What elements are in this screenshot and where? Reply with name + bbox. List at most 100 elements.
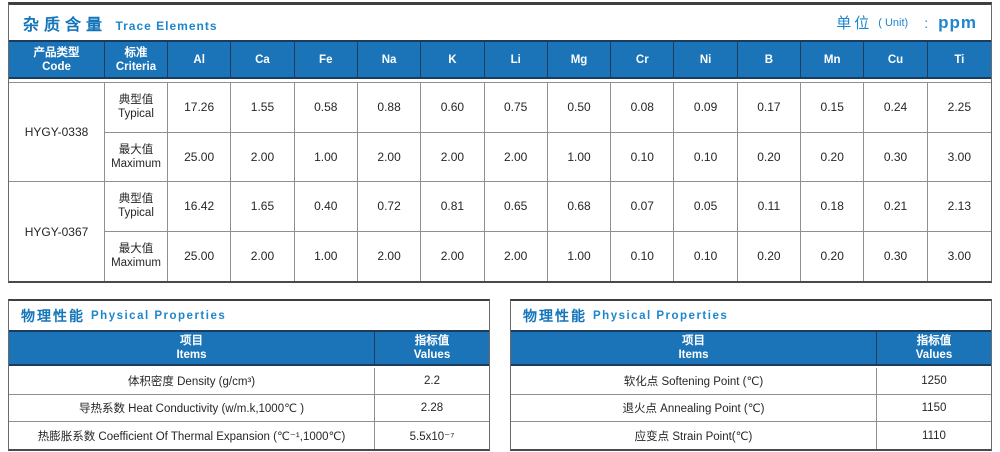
value-cell: 0.08 [611,83,675,133]
value-cell: 0.11 [737,182,802,232]
value-cell: 0.10 [674,231,738,281]
criteria-en: Typical [118,108,154,121]
column-header-values: 指标值 Values [375,332,489,364]
column-header-items: 项目 Items [9,332,375,364]
property-value-cell: 1150 [877,395,991,422]
value-cell: 0.20 [801,231,865,281]
physical-left-title-bar: 物理性能 Physical Properties [9,301,489,330]
value-cell: 0.40 [294,182,358,232]
value-cell: 0.18 [801,182,865,232]
property-value-cell: 1110 [922,429,946,442]
value-cell: 0.30 [864,132,928,182]
criteria-en: Typical [118,207,154,220]
trace-title-bar: 杂质含量 Trace Elements 单位 ( Unit) : ppm [9,5,991,40]
column-header-values-zh: 指标值 [414,335,450,347]
column-header-code-zh: 产品类型 [33,46,80,59]
column-header-element: Fe [295,42,358,77]
value-cell: 0.72 [357,182,422,232]
criteria-cell: 最大值 Maximum [105,132,168,182]
physical-left-title-en: Physical Properties [91,309,227,322]
value-cell: 0.50 [547,83,612,133]
value-cell: 0.09 [674,83,738,133]
criteria-zh: 最大值 [118,243,154,256]
criteria-en: Maximum [111,257,161,270]
property-value-cell: 1250 [877,368,991,395]
value-cell: 0.30 [864,231,928,281]
column-header-items-zh: 项目 [682,335,705,347]
value-cell: 2.00 [485,231,548,281]
physical-properties-table-left: 物理性能 Physical Properties 项目 Items 指标值 Va… [8,299,490,451]
unit-colon: : [924,14,929,31]
column-header-values: 指标值 Values [877,332,991,364]
unit-value: ppm [938,12,977,32]
value-cell: 1.65 [231,182,295,232]
property-item-cell: 应变点 Strain Point(℃) [511,422,877,449]
unit-label: 单位 ( Unit) : ppm [836,12,977,33]
physical-properties-table-right: 物理性能 Physical Properties 项目 Items 指标值 Va… [510,299,992,451]
value-cell: 2.00 [484,132,548,182]
column-header-element: Mg [548,42,612,77]
value-cell: 0.65 [484,182,548,232]
value-cell: 16.42 [168,182,232,232]
trace-header-row: 产品类型 Code 标准 Criteria Al Ca Fe Na K Li M… [9,40,991,79]
column-header-values-en: Values [413,349,451,361]
value-cell: 0.07 [611,182,675,232]
column-header-values-en: Values [915,349,953,361]
column-header-criteria: 标准 Criteria [105,42,168,77]
criteria-cell: 最大值 Maximum [105,231,168,281]
property-item-cell: 导热系数 Heat Conductivity (w/m.k,1000℃ ) [9,395,375,422]
physical-right-title-zh: 物理性能 [523,307,587,324]
value-cell: 25.00 [168,132,232,182]
value-cell: 2.25 [927,83,991,133]
criteria-zh: 最大值 [118,143,154,156]
property-item-cell: 体积密度 Density (g/cm³) [9,368,375,395]
value-cell: 0.75 [484,83,548,133]
product-code-cell: HYGY-0338 [9,83,105,182]
unit-label-en: ( Unit) [878,16,909,29]
column-header-element: K [421,42,485,77]
value-cell: 0.58 [294,83,358,133]
value-cell: 0.05 [674,182,738,232]
column-header-element: Ti [954,53,965,66]
value-cell: 3.00 [927,133,991,182]
value-cell: 25.00 [168,231,232,281]
value-cell: 2.00 [421,132,485,182]
physical-right-title-en: Physical Properties [593,309,729,322]
value-cell: 0.10 [611,231,675,281]
unit-label-zh: 单位 [836,15,873,32]
property-item-cell: 软化点 Softening Point (℃) [511,368,877,395]
column-header-items: 项目 Items [511,332,877,364]
column-header-code: 产品类型 Code [9,42,105,77]
physical-right-body: 软化点 Softening Point (℃) 1250 退火点 Anneali… [511,368,991,449]
physical-left-header-row: 项目 Items 指标值 Values [9,330,489,366]
physical-right-title-bar: 物理性能 Physical Properties [511,301,991,330]
trace-title-en: Trace Elements [115,18,218,33]
criteria-zh: 典型值 [118,94,154,107]
column-header-element: Al [168,42,232,77]
value-cell: 2.00 [358,231,422,281]
value-cell: 0.17 [737,83,802,133]
value-cell: 2.13 [927,182,991,232]
physical-left-title-zh: 物理性能 [21,307,85,324]
column-header-element: Na [358,42,422,77]
column-header-values-zh: 指标值 [916,335,952,347]
value-cell: 2.00 [421,231,485,281]
value-cell: 0.15 [801,83,865,133]
column-header-items-en: Items [176,349,207,361]
value-cell: 1.00 [548,231,612,281]
property-item-cell: 退火点 Annealing Point (℃) [511,395,877,422]
column-header-code-en: Code [42,60,71,73]
column-header-items-zh: 项目 [180,335,203,347]
product-code-cell: HYGY-0367 [9,182,105,281]
value-cell: 0.21 [864,182,928,232]
value-cell: 1.00 [294,132,358,182]
value-cell: 0.10 [674,132,738,182]
property-value-cell: 2.2 [375,368,489,395]
value-cell: 0.24 [864,83,928,133]
value-cell: 1.00 [295,231,358,281]
criteria-en: Maximum [111,157,161,170]
value-cell: 0.60 [421,83,485,133]
trace-elements-table: 杂质含量 Trace Elements 单位 ( Unit) : ppm 产品类… [8,2,992,283]
value-cell: 1.00 [547,132,612,182]
